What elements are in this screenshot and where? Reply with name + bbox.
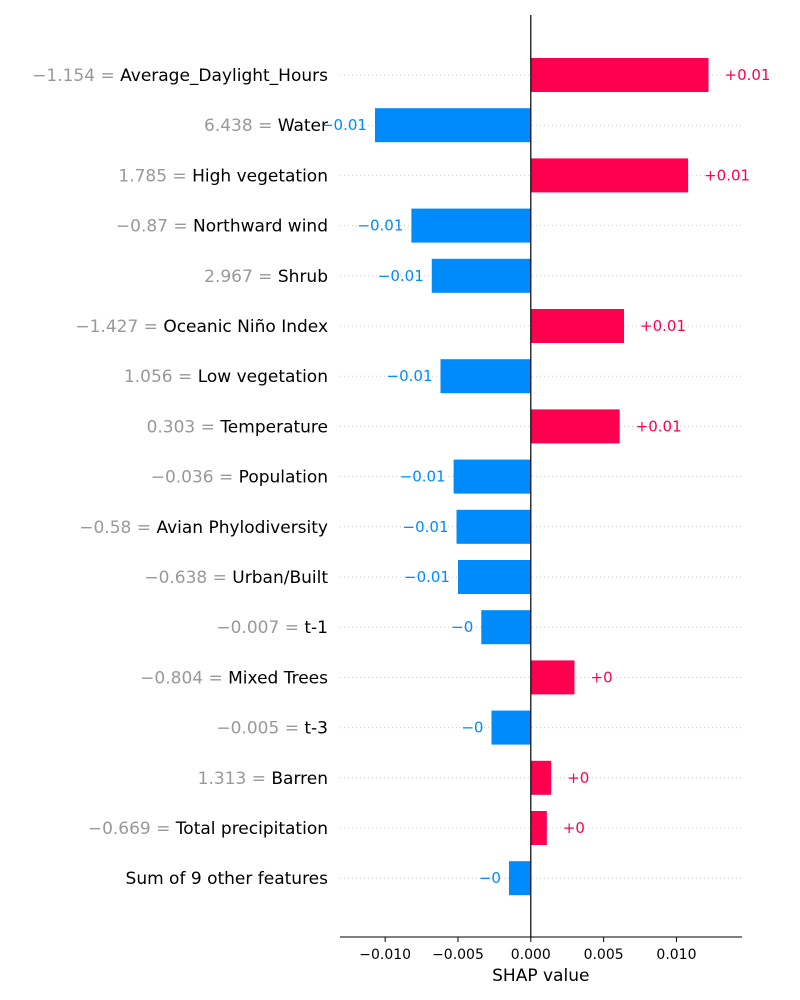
feature-value: −1.427 = [75, 317, 163, 337]
feature-label: −0.58 = Avian Phylodiversity [79, 518, 328, 538]
bar-value-label: −0.01 [357, 217, 403, 235]
x-tick-label: −0.005 [432, 947, 484, 963]
feature-label: −1.154 = Average_Daylight_Hours [32, 66, 328, 86]
feature-name: Mixed Trees [228, 668, 328, 688]
x-tick-label: 0.005 [584, 947, 624, 963]
shap-bar [530, 158, 689, 193]
bar-value-label: −0 [479, 869, 501, 887]
feature-value: −1.154 = [32, 66, 120, 86]
feature-value: −0.58 = [79, 518, 156, 538]
bar-value-label: −0.01 [378, 267, 424, 285]
feature-value: 0.303 = [147, 417, 221, 437]
shap-bar [374, 108, 531, 143]
feature-name: Total precipitation [175, 819, 328, 839]
shap-bar [530, 811, 547, 845]
bar-value-label: +0 [567, 769, 589, 787]
feature-label: 1.785 = High vegetation [118, 166, 328, 186]
feature-value: 6.438 = [204, 116, 278, 136]
feature-name: Average_Daylight_Hours [120, 66, 328, 86]
shap-bar [508, 861, 531, 896]
feature-name: Barren [271, 769, 328, 789]
feature-value: 1.785 = [118, 166, 192, 186]
feature-label: −0.036 = Population [151, 468, 328, 488]
x-tick-label: 0.010 [656, 947, 696, 963]
feature-label: −0.804 = Mixed Trees [140, 668, 328, 688]
value-labels: +0.01 −0.01 +0.01 −0.01 −0.01 +0.01 −0.01 +0.01… [321, 66, 770, 887]
bar-value-label: −0.01 [400, 468, 446, 486]
feature-name: Population [239, 468, 328, 488]
shap-bar [440, 359, 531, 394]
feature-value: 1.056 = [124, 367, 198, 387]
feature-value: 2.967 = [204, 267, 278, 287]
bar-value-label: −0.01 [321, 116, 367, 134]
x-axis: −0.010 −0.005 0.000 0.005 0.010 [340, 936, 742, 963]
feature-name: Urban/Built [232, 568, 328, 588]
feature-name: Temperature [219, 417, 328, 437]
feature-name: High vegetation [192, 166, 328, 186]
bar-value-label: −0 [461, 719, 483, 737]
shap-bar [530, 660, 575, 695]
shap-bar [453, 459, 531, 494]
shap-bar [491, 710, 531, 745]
bars [374, 58, 709, 896]
feature-value: −0.007 = [216, 618, 304, 638]
bar-value-label: −0.01 [404, 568, 450, 586]
x-tick-label: −0.010 [359, 947, 411, 963]
feature-value: −0.005 = [216, 719, 304, 739]
bar-value-label: +0 [563, 819, 585, 837]
bar-value-label: −0 [451, 618, 473, 636]
x-tick-label: 0.000 [511, 947, 551, 963]
bar-value-label: −0.01 [403, 518, 449, 536]
shap-bar [530, 409, 620, 444]
shap-bar [530, 309, 625, 343]
x-axis-label: SHAP value [492, 966, 589, 986]
shap-bar [530, 760, 552, 795]
shap-bar [457, 560, 531, 594]
shap-bar [456, 509, 531, 544]
feature-label: 6.438 = Water [204, 116, 328, 136]
bar-value-label: +0 [591, 668, 613, 686]
feature-name: Sum of 9 other features [126, 869, 329, 889]
shap-bar [481, 610, 531, 645]
feature-label: 1.056 = Low vegetation [124, 367, 328, 387]
feature-value: −0.669 = [88, 819, 176, 839]
bar-value-label: +0.01 [725, 66, 771, 84]
feature-name: Low vegetation [198, 367, 328, 387]
shap-bar [530, 58, 709, 92]
bar-value-label: +0.01 [636, 417, 682, 435]
feature-value: −0.638 = [144, 568, 232, 588]
shap-bar [411, 208, 531, 243]
shap-bar [431, 258, 531, 293]
feature-label: 2.967 = Shrub [204, 267, 328, 287]
feature-value: 1.313 = [198, 769, 272, 789]
feature-label: −0.005 = t-3 [216, 719, 328, 739]
feature-label: 0.303 = Temperature [147, 417, 328, 437]
feature-name: Shrub [278, 267, 328, 287]
feature-label: −0.87 = Northward wind [116, 217, 328, 237]
feature-label: −0.007 = t-1 [216, 618, 328, 638]
bar-value-label: +0.01 [704, 166, 750, 184]
feature-name: t-1 [304, 618, 328, 638]
feature-value: −0.87 = [116, 217, 193, 237]
feature-name: Water [278, 116, 328, 136]
feature-value: −0.036 = [151, 468, 239, 488]
feature-value: −0.804 = [140, 668, 228, 688]
feature-label: Sum of 9 other features [126, 869, 329, 889]
feature-labels: −1.154 = Average_Daylight_Hours 6.438 = W… [32, 66, 328, 889]
feature-name: Northward wind [193, 217, 328, 237]
feature-name: Avian Phylodiversity [156, 518, 328, 538]
bar-value-label: +0.01 [640, 317, 686, 335]
feature-name: t-3 [304, 719, 328, 739]
feature-label: −0.669 = Total precipitation [88, 819, 328, 839]
feature-label: 1.313 = Barren [198, 769, 328, 789]
bar-value-label: −0.01 [387, 367, 433, 385]
feature-name: Oceanic Niño Index [163, 317, 328, 337]
feature-label: −1.427 = Oceanic Niño Index [75, 317, 328, 337]
feature-label: −0.638 = Urban/Built [144, 568, 328, 588]
